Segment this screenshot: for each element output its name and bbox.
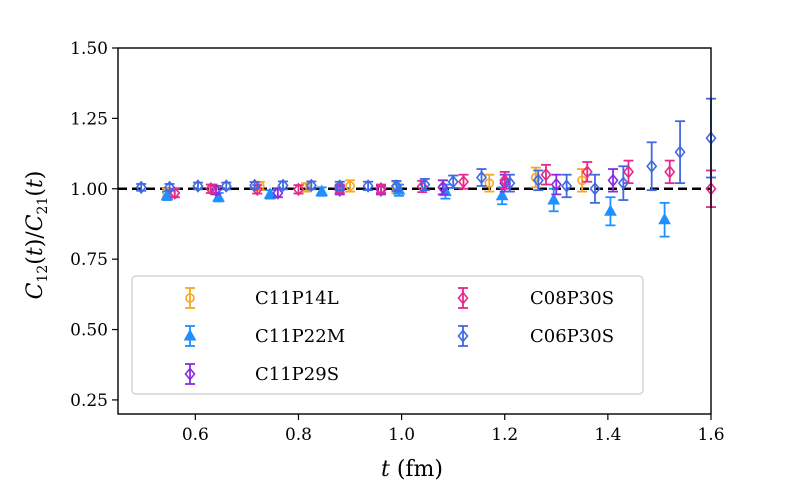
data-point — [658, 212, 671, 225]
legend-error-bar — [185, 287, 195, 309]
data-point — [604, 204, 617, 216]
error-bar — [561, 173, 572, 199]
error-bar — [293, 184, 304, 195]
data-point — [447, 174, 459, 189]
data-point — [547, 192, 561, 205]
x-tick-label: 0.8 — [285, 425, 312, 445]
error-bar — [249, 181, 260, 190]
error-bar — [221, 181, 232, 191]
legend-item-c11p29s: C11P29S — [184, 363, 339, 385]
data-point — [210, 183, 222, 197]
data-point — [561, 179, 573, 193]
data-point — [362, 179, 374, 193]
error-bar — [164, 183, 175, 192]
legend-marker — [183, 328, 197, 341]
data-point — [550, 177, 562, 192]
data-point — [164, 180, 176, 195]
data-point — [607, 173, 619, 188]
legend-label: C11P14L — [255, 288, 339, 309]
error-bar — [192, 181, 203, 191]
data-point — [192, 179, 204, 193]
error-bar — [608, 168, 619, 193]
error-bar — [169, 187, 180, 199]
data-point — [664, 165, 676, 179]
x-axis-label: t (fm) — [381, 457, 443, 482]
legend-label: C11P22M — [255, 326, 345, 347]
plot-frame — [117, 47, 712, 415]
x-tick-label: 1.6 — [697, 425, 724, 445]
data-point — [334, 179, 346, 193]
data-point — [476, 170, 488, 185]
y-tick-label: 0.25 — [70, 391, 108, 411]
x-tick-label: 1.4 — [594, 425, 621, 445]
legend-item-c11p14l: C11P14L — [185, 287, 339, 309]
error-bar — [646, 141, 657, 192]
error-bar — [205, 183, 216, 194]
y-tick-label: 0.75 — [70, 250, 108, 270]
data-point — [272, 186, 284, 200]
y-tick-label: 0.50 — [70, 321, 108, 341]
error-bar — [375, 183, 386, 194]
legend-label: C06P30S — [530, 326, 614, 347]
data-point — [622, 165, 635, 179]
data-point — [292, 182, 305, 197]
error-bar — [664, 159, 675, 185]
data-point — [135, 180, 147, 195]
legend: C11P14L C11P22M C11P29S C08P30S C06P30S — [131, 275, 644, 395]
error-bar — [618, 165, 629, 201]
data-point — [305, 178, 317, 193]
error-bar — [306, 180, 317, 191]
error-bar — [484, 173, 495, 193]
data-point — [375, 183, 387, 197]
data-point — [674, 145, 686, 159]
error-bar — [675, 120, 686, 185]
error-bar — [589, 173, 600, 204]
data-point — [540, 167, 552, 182]
legend-marker — [185, 293, 195, 303]
data-point — [220, 179, 232, 193]
data-point — [581, 165, 593, 179]
data-point — [390, 179, 402, 193]
data-point — [504, 176, 516, 190]
data-point — [457, 174, 470, 189]
legend-item-c08p30s: C08P30S — [457, 287, 614, 309]
legend-label: C11P29S — [255, 364, 339, 385]
error-bar — [363, 180, 374, 192]
data-point — [499, 173, 511, 188]
data-point — [532, 173, 544, 188]
data-point — [484, 178, 495, 188]
data-point — [437, 180, 449, 195]
y-tick-label: 1.25 — [70, 109, 108, 129]
data-point — [345, 181, 355, 191]
legend-marker — [184, 367, 196, 381]
legend-marker — [457, 329, 469, 343]
data-point — [577, 175, 587, 186]
y-tick-label: 1.00 — [70, 180, 108, 200]
data-point — [375, 182, 387, 196]
legend-item-c11p22m: C11P22M — [183, 325, 345, 347]
data-point — [205, 182, 217, 196]
data-point — [249, 178, 261, 193]
series-c06p30s — [135, 97, 717, 204]
data-point — [495, 188, 509, 201]
y-tick-label: 1.50 — [70, 39, 108, 59]
data-point — [315, 184, 329, 197]
legend-box — [131, 275, 644, 395]
error-bar — [278, 180, 289, 191]
error-bar — [136, 183, 147, 192]
y-axis-label: C12(t)/C21(t) — [23, 171, 51, 300]
data-point — [646, 159, 658, 174]
legend-item-c06p30s: C06P30S — [457, 325, 614, 347]
data-point — [589, 182, 601, 196]
x-tick-label: 1.0 — [388, 425, 415, 445]
x-tick-label: 1.2 — [491, 425, 518, 445]
data-point — [277, 178, 289, 193]
legend-label: C08P30S — [530, 288, 614, 309]
data-point — [617, 176, 629, 190]
legend-marker — [457, 291, 469, 305]
data-point — [419, 177, 431, 192]
error-bar — [334, 180, 345, 192]
x-tick-label: 0.6 — [182, 425, 209, 445]
